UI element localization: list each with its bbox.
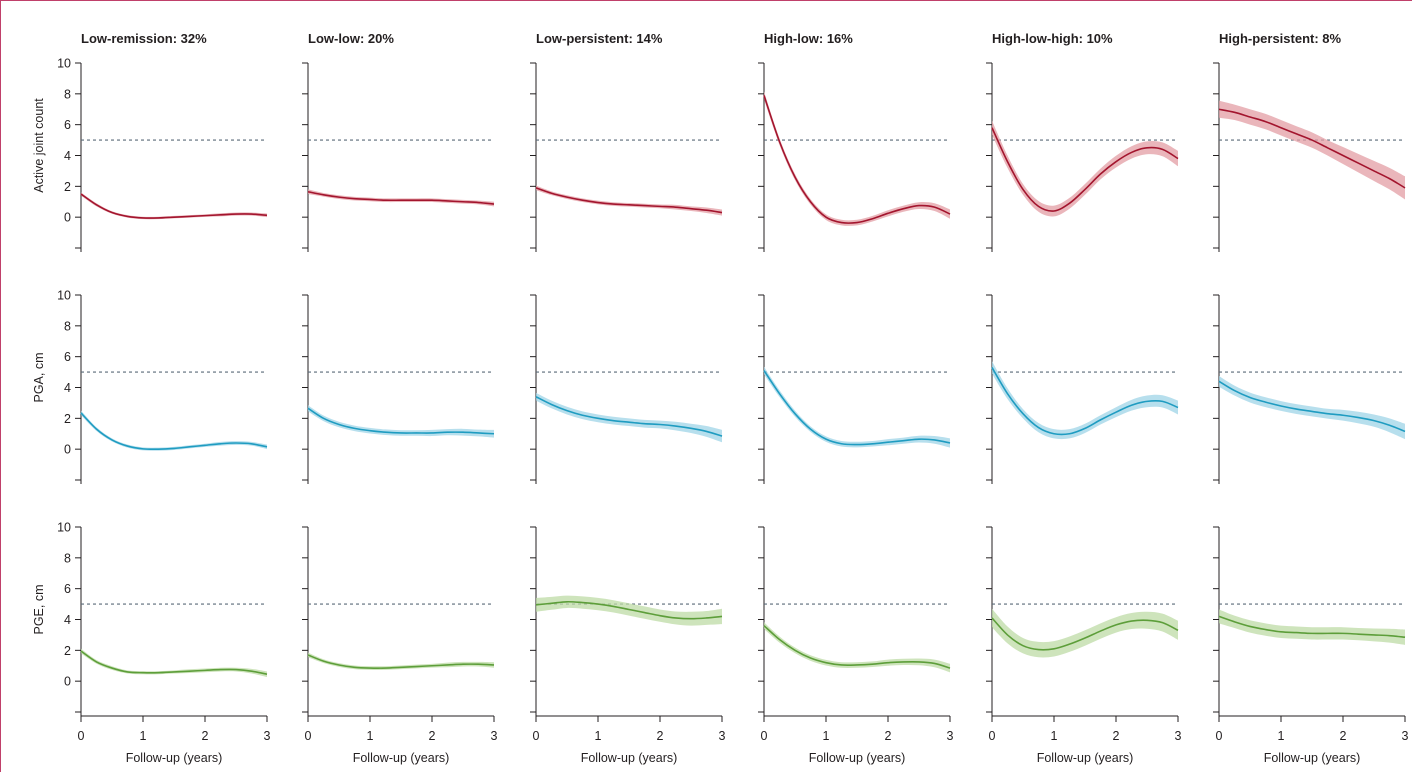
confidence-band — [536, 185, 722, 216]
x-tick-label: 0 — [1216, 729, 1223, 743]
x-tick-label: 3 — [1175, 729, 1182, 743]
x-axis-title: Follow-up (years) — [1037, 751, 1134, 765]
y-tick-label: 10 — [57, 57, 71, 71]
y-tick-label: 2 — [64, 412, 71, 426]
x-tick-label: 2 — [1340, 729, 1347, 743]
y-tick-label: 6 — [64, 118, 71, 132]
series-line — [763, 625, 951, 669]
y-tick-label: 6 — [64, 582, 71, 596]
series-line — [763, 95, 951, 224]
x-tick-label: 2 — [429, 729, 436, 743]
series-line — [1218, 380, 1406, 433]
x-tick-label: 2 — [885, 729, 892, 743]
panel-title: High-low-high: 10% — [992, 31, 1113, 46]
series-line — [991, 617, 1179, 651]
confidence-band — [81, 410, 267, 451]
series-line — [991, 127, 1179, 212]
confidence-band — [992, 361, 1178, 440]
x-tick-label: 0 — [305, 729, 312, 743]
confidence-band — [308, 189, 494, 207]
panel-title: Low-remission: 32% — [81, 31, 207, 46]
series-line — [991, 367, 1179, 436]
y-axis-title: PGE, cm — [32, 584, 46, 634]
confidence-band — [764, 366, 950, 448]
series-line — [535, 187, 723, 214]
panel-title: High-persistent: 8% — [1219, 31, 1342, 46]
y-axis-title: PGA, cm — [32, 352, 46, 402]
series-line — [535, 600, 723, 620]
y-tick-label: 6 — [64, 350, 71, 364]
x-tick-label: 3 — [1402, 729, 1409, 743]
y-tick-label: 2 — [64, 180, 71, 194]
confidence-band — [536, 595, 722, 626]
series-line — [307, 654, 495, 669]
confidence-band — [764, 622, 950, 673]
y-axis-title: Active joint count — [32, 98, 46, 193]
series-line — [1218, 108, 1406, 189]
x-axis-title: Follow-up (years) — [1264, 751, 1361, 765]
x-tick-label: 0 — [78, 729, 85, 743]
confidence-band — [308, 405, 494, 438]
confidence-band — [1219, 609, 1405, 645]
x-tick-label: 1 — [140, 729, 147, 743]
panel-title: Low-low: 20% — [308, 31, 394, 46]
x-tick-label: 3 — [719, 729, 726, 743]
x-axis-title: Follow-up (years) — [809, 751, 906, 765]
series-line — [307, 190, 495, 205]
y-tick-label: 2 — [64, 644, 71, 658]
x-tick-label: 3 — [264, 729, 271, 743]
series-line — [1218, 615, 1406, 639]
y-tick-label: 4 — [64, 149, 71, 163]
x-tick-label: 3 — [491, 729, 498, 743]
series-line — [535, 396, 723, 437]
x-tick-label: 0 — [533, 729, 540, 743]
x-tick-label: 1 — [1278, 729, 1285, 743]
confidence-band — [992, 120, 1178, 217]
x-tick-label: 2 — [1113, 729, 1120, 743]
y-tick-label: 4 — [64, 613, 71, 627]
x-tick-label: 2 — [657, 729, 664, 743]
x-axis-title: Follow-up (years) — [126, 751, 223, 765]
x-axis-title: Follow-up (years) — [581, 751, 678, 765]
confidence-band — [81, 648, 267, 677]
confidence-band — [536, 392, 722, 443]
series-line — [80, 650, 268, 676]
y-tick-label: 0 — [64, 211, 71, 225]
x-tick-label: 1 — [823, 729, 830, 743]
x-tick-label: 0 — [989, 729, 996, 743]
series-line — [80, 412, 268, 451]
x-tick-label: 1 — [595, 729, 602, 743]
confidence-band — [1219, 100, 1405, 200]
x-tick-label: 0 — [761, 729, 768, 743]
series-line — [307, 407, 495, 435]
x-axis-title: Follow-up (years) — [353, 751, 450, 765]
x-tick-label: 1 — [367, 729, 374, 743]
series-line — [763, 370, 951, 446]
y-tick-label: 10 — [57, 521, 71, 535]
y-tick-label: 0 — [64, 675, 71, 689]
y-tick-label: 0 — [64, 443, 71, 457]
confidence-band — [81, 192, 267, 220]
y-tick-label: 8 — [64, 551, 71, 565]
y-tick-label: 8 — [64, 87, 71, 101]
panel-title: Low-persistent: 14% — [536, 31, 663, 46]
panel-title: High-low: 16% — [764, 31, 853, 46]
confidence-band — [992, 608, 1178, 658]
series-line — [80, 193, 268, 219]
x-tick-label: 1 — [1051, 729, 1058, 743]
confidence-band — [1219, 375, 1405, 440]
x-tick-label: 2 — [202, 729, 209, 743]
y-tick-label: 10 — [57, 289, 71, 303]
y-tick-label: 4 — [64, 381, 71, 395]
y-tick-label: 8 — [64, 319, 71, 333]
x-tick-label: 3 — [947, 729, 954, 743]
